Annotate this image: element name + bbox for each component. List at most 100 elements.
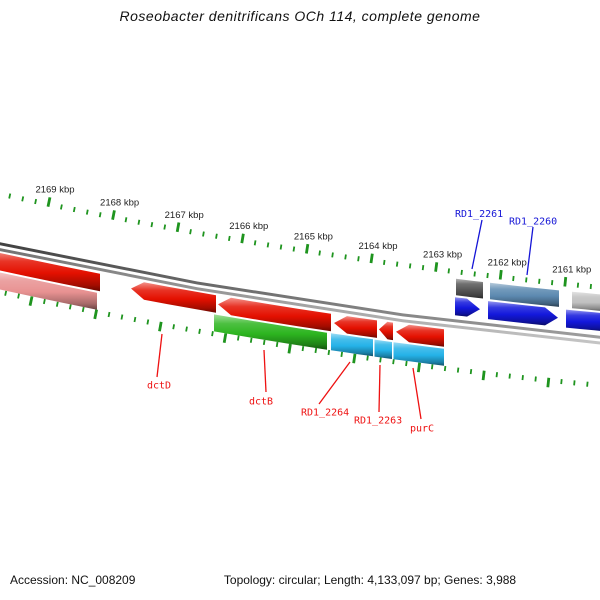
leader-line-RD1_2263	[378, 364, 381, 413]
outer-minor-tick	[473, 271, 476, 277]
outer-minor-tick	[124, 217, 128, 223]
inner-minor-tick	[586, 381, 589, 387]
backbone-arc-outer-line	[0, 242, 600, 339]
inner-major-tick	[546, 377, 551, 388]
inner-minor-tick	[185, 326, 188, 332]
inner-minor-tick	[275, 341, 279, 348]
outer-minor-tick	[486, 272, 489, 279]
outer-minor-tick	[395, 261, 399, 267]
outer-major-tick	[434, 262, 439, 272]
leader-line-RD1_2260	[526, 226, 534, 276]
gene-cog-band-RD1_2260[interactable]	[490, 282, 559, 307]
gene-label-dctD[interactable]: dctD	[147, 381, 171, 392]
outer-minor-tick	[163, 224, 167, 230]
inner-major-tick	[158, 321, 163, 332]
inner-major-tick	[28, 296, 34, 306]
gene-cog-band-unlabeled-left[interactable]	[0, 270, 97, 310]
outer-minor-tick	[60, 204, 63, 210]
gene-arrow-RD1_2264[interactable]	[334, 316, 377, 338]
gene-arrow-RD1_2263[interactable]	[379, 321, 393, 341]
kbp-label: 2163 kbp	[423, 250, 462, 261]
inner-minor-tick	[68, 304, 72, 310]
gene-cog-band-RD1_2263[interactable]	[374, 339, 393, 359]
gene-arrow-RD1_2260[interactable]	[488, 301, 558, 326]
inner-minor-tick	[262, 339, 266, 345]
outer-major-tick	[369, 253, 374, 264]
inner-minor-tick	[443, 365, 447, 372]
gene-cog-band-purC[interactable]	[393, 342, 445, 366]
inner-minor-tick	[120, 314, 124, 320]
outer-minor-tick	[460, 269, 463, 276]
gene-label-RD1_2260[interactable]: RD1_2260	[509, 217, 557, 228]
outer-minor-tick	[215, 233, 218, 239]
outer-minor-tick	[589, 283, 592, 290]
inner-major-tick	[222, 333, 228, 344]
gene-label-RD1_2264[interactable]: RD1_2264	[301, 408, 349, 419]
outer-minor-tick	[408, 263, 412, 269]
inner-major-tick	[481, 370, 486, 381]
inner-minor-tick	[521, 375, 524, 381]
leader-line-dctB	[263, 349, 267, 393]
inner-minor-tick	[327, 349, 331, 356]
outer-minor-tick	[137, 219, 141, 225]
inner-minor-tick	[301, 345, 305, 352]
inner-minor-tick	[107, 311, 111, 318]
outer-minor-tick	[34, 198, 38, 205]
inner-minor-tick	[379, 357, 382, 363]
outer-major-tick	[240, 233, 245, 244]
leader-line-purC	[412, 367, 422, 420]
outer-minor-tick	[538, 278, 541, 284]
gene-arrow-dctD[interactable]	[131, 282, 216, 313]
status-bar: Accession: NC_008209 Topology: circular;…	[0, 571, 600, 591]
ruler-labels: 2169 kbp 2168 kbp 2167 kbp 2166 kbp 2165 kbp…	[35, 185, 591, 276]
gene-arrow-RD1_2261[interactable]	[455, 297, 480, 317]
gene-cog-band-dctB[interactable]	[214, 314, 327, 350]
inner-major-tick	[93, 309, 98, 320]
outer-major-tick	[563, 276, 568, 287]
inner-minor-tick	[133, 316, 137, 323]
outer-major-tick	[175, 222, 181, 233]
outer-minor-tick	[292, 246, 296, 252]
inner-minor-tick	[146, 319, 150, 325]
backbone-arc-inner-line	[0, 248, 600, 345]
inner-minor-tick	[314, 347, 318, 354]
accession-text: Accession: NC_008209	[10, 573, 136, 587]
inner-minor-tick	[456, 367, 460, 373]
inner-minor-tick	[430, 364, 434, 370]
outer-minor-tick	[525, 277, 528, 283]
outer-minor-tick	[72, 206, 76, 213]
outer-major-tick	[111, 210, 116, 220]
inner-minor-tick	[573, 380, 576, 386]
gene-label-dctB[interactable]: dctB	[249, 397, 273, 408]
gene-arrow-purC[interactable]	[396, 324, 444, 347]
outer-minor-tick	[576, 282, 580, 288]
gene-arrow-dctB[interactable]	[218, 297, 331, 332]
gene-cog-band-RD1_2264[interactable]	[331, 333, 373, 357]
outer-minor-tick	[331, 252, 334, 258]
outer-minor-tick	[279, 244, 283, 250]
leader-line-RD1_2261	[471, 219, 483, 270]
inner-minor-tick	[392, 359, 395, 365]
gene-cog-band-unlabeled-right[interactable]	[572, 291, 600, 312]
gene-cog-band-RD1_2261[interactable]	[456, 278, 483, 299]
gene-arrow-unlabeled-left[interactable]	[0, 251, 100, 292]
gene-label-purC[interactable]: purC	[410, 424, 434, 435]
gene-arrow-unlabeled-right[interactable]	[566, 309, 600, 332]
inner-minor-tick	[560, 379, 563, 385]
outer-minor-tick	[21, 196, 25, 202]
inner-minor-tick	[366, 355, 369, 361]
outer-minor-tick	[266, 242, 270, 248]
ruler-ticks	[4, 193, 592, 388]
outer-minor-tick	[318, 250, 321, 256]
inner-minor-tick	[55, 301, 59, 307]
outer-minor-tick	[202, 231, 205, 237]
gene-label-RD1_2261[interactable]: RD1_2261	[455, 209, 503, 220]
leader-line-dctD	[156, 333, 163, 378]
outer-minor-tick	[551, 280, 554, 286]
gene-label-RD1_2263[interactable]: RD1_2263	[354, 416, 402, 427]
outer-minor-tick	[150, 222, 154, 228]
inner-minor-tick	[4, 290, 8, 296]
inner-minor-tick	[534, 376, 537, 382]
